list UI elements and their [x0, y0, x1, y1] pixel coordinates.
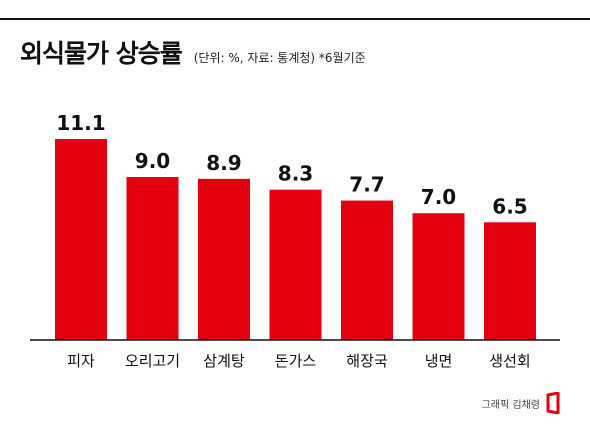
- bar-2: [126, 177, 179, 340]
- graphic-credit: 그래픽 김채령: [481, 399, 540, 411]
- category-label-3: 삼계탕: [203, 352, 245, 370]
- category-label-7: 생선회: [489, 352, 530, 370]
- value-label-2: 9.0: [135, 149, 170, 173]
- value-label-6: 7.0: [421, 185, 456, 209]
- footer: 그래픽 김채령: [482, 392, 560, 414]
- chart-subtitle: (단위: %, 자료: 통계청) *6월기준: [193, 51, 366, 65]
- category-label-1: 피자: [67, 352, 95, 370]
- value-label-1: 11.1: [56, 111, 105, 135]
- category-label-4: 돈가스: [275, 352, 317, 370]
- category-label-6: 냉면: [425, 352, 453, 370]
- value-label-7: 6.5: [492, 194, 527, 218]
- bar-7: [484, 222, 536, 340]
- header: 외식물가 상승률 (단위: %, 자료: 통계청) *6월기준: [20, 34, 366, 70]
- value-label-5: 7.7: [349, 173, 384, 197]
- bar-5: [341, 200, 393, 340]
- category-label-5: 해장국: [346, 352, 388, 370]
- category-label-2: 오리고기: [125, 352, 180, 370]
- bar-6: [412, 213, 465, 340]
- brand-logo-icon: [546, 392, 560, 414]
- bar-4: [269, 189, 322, 340]
- bar-3: [198, 178, 250, 340]
- bar-1: [55, 139, 107, 340]
- chart-title: 외식물가 상승률: [20, 39, 183, 68]
- top-rule: [0, 18, 590, 20]
- value-label-3: 8.9: [206, 151, 241, 175]
- value-label-4: 8.3: [278, 162, 313, 186]
